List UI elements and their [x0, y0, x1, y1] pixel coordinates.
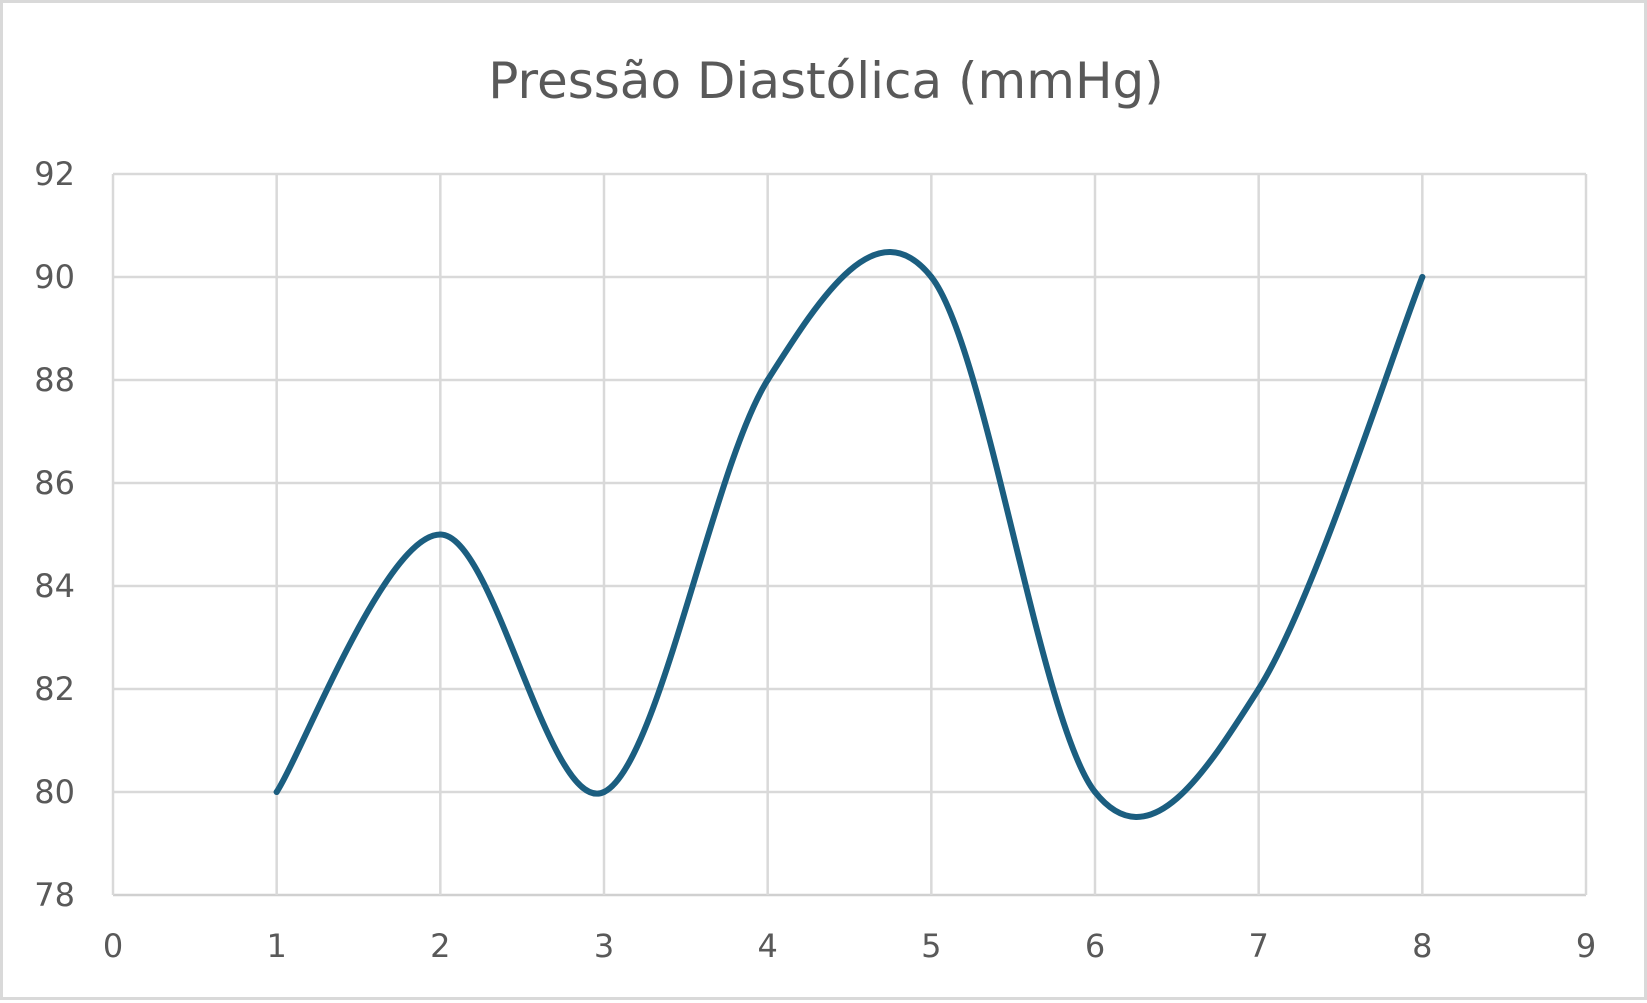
data-point — [1419, 274, 1426, 280]
x-tick-label: 5 — [921, 927, 941, 965]
y-tick-label: 84 — [34, 567, 75, 605]
y-tick-label: 86 — [34, 464, 75, 502]
chart-title: Pressão Diastólica (mmHg) — [488, 52, 1164, 110]
data-point — [928, 274, 935, 280]
y-tick-label: 78 — [34, 876, 75, 914]
data-point — [437, 531, 444, 538]
x-tick-label: 2 — [430, 927, 450, 965]
y-tick-label: 80 — [34, 773, 75, 811]
data-point — [273, 789, 280, 795]
x-tick-label: 9 — [1576, 927, 1596, 965]
x-tick-label: 3 — [594, 927, 614, 965]
data-point — [1092, 789, 1098, 795]
data-point — [601, 789, 607, 795]
chart-svg: Pressão Diastólica (mmHg) 78808284868890… — [34, 52, 1596, 965]
x-tick-label: 0 — [103, 927, 123, 965]
x-tick-label: 6 — [1085, 927, 1105, 965]
grid-layer — [111, 172, 1588, 897]
data-point — [1255, 686, 1262, 692]
series-line — [273, 249, 1426, 820]
y-tick-label: 90 — [34, 258, 75, 296]
y-tick-label: 88 — [34, 361, 75, 399]
data-point — [764, 377, 771, 383]
x-tick-label: 8 — [1412, 927, 1432, 965]
y-tick-label: 92 — [34, 155, 75, 193]
x-tick-label: 1 — [266, 927, 286, 965]
series-layer — [273, 249, 1426, 820]
x-tick-label: 4 — [757, 927, 777, 965]
y-tick-label: 82 — [34, 670, 75, 708]
x-tick-label: 7 — [1248, 927, 1268, 965]
